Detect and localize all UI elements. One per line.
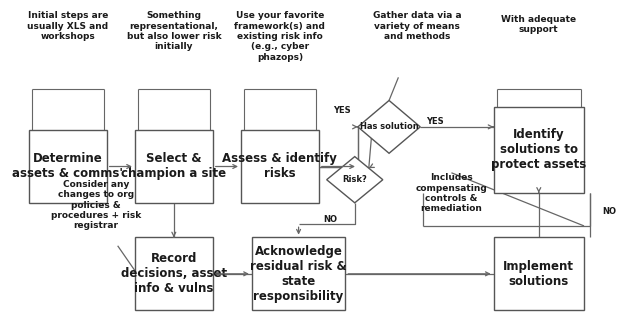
FancyBboxPatch shape	[29, 130, 107, 203]
Text: Initial steps are
usually XLS and
workshops: Initial steps are usually XLS and worksh…	[27, 11, 108, 41]
Text: Includes
compensating
controls &
remediation: Includes compensating controls & remedia…	[415, 173, 487, 213]
Text: YES: YES	[426, 118, 444, 127]
Text: Something
representational,
but also lower risk
initially: Something representational, but also low…	[127, 11, 221, 52]
FancyBboxPatch shape	[135, 130, 213, 203]
Polygon shape	[326, 157, 383, 203]
Text: NO: NO	[603, 207, 617, 216]
Text: Identify
solutions to
protect assets: Identify solutions to protect assets	[491, 129, 586, 171]
Text: Acknowledge
residual risk &
state
responsibility: Acknowledge residual risk & state respon…	[250, 245, 347, 303]
Text: Risk?: Risk?	[342, 175, 367, 184]
FancyBboxPatch shape	[252, 237, 346, 310]
Text: Select &
champion a site: Select & champion a site	[121, 153, 227, 180]
Text: Assess & identify
risks: Assess & identify risks	[223, 153, 337, 180]
FancyBboxPatch shape	[241, 130, 319, 203]
FancyBboxPatch shape	[493, 107, 584, 193]
Polygon shape	[358, 101, 420, 153]
Text: Determine
assets & comms': Determine assets & comms'	[12, 153, 124, 180]
Text: Record
decisions, asset
info & vulns: Record decisions, asset info & vulns	[121, 252, 227, 295]
Text: YES: YES	[333, 106, 351, 115]
Text: NO: NO	[323, 215, 337, 224]
Text: Has solution: Has solution	[360, 122, 419, 132]
FancyBboxPatch shape	[135, 237, 213, 310]
Text: Consider any
changes to org
policies &
procedures + risk
registrar: Consider any changes to org policies & p…	[51, 180, 141, 230]
FancyBboxPatch shape	[493, 237, 584, 310]
Text: Gather data via a
variety of means
and methods: Gather data via a variety of means and m…	[373, 11, 461, 41]
Text: With adequate
support: With adequate support	[501, 15, 577, 34]
Text: Implement
solutions: Implement solutions	[503, 260, 574, 288]
Text: Use your favorite
framework(s) and
existing risk info
(e.g., cyber
phazops): Use your favorite framework(s) and exist…	[234, 11, 325, 62]
